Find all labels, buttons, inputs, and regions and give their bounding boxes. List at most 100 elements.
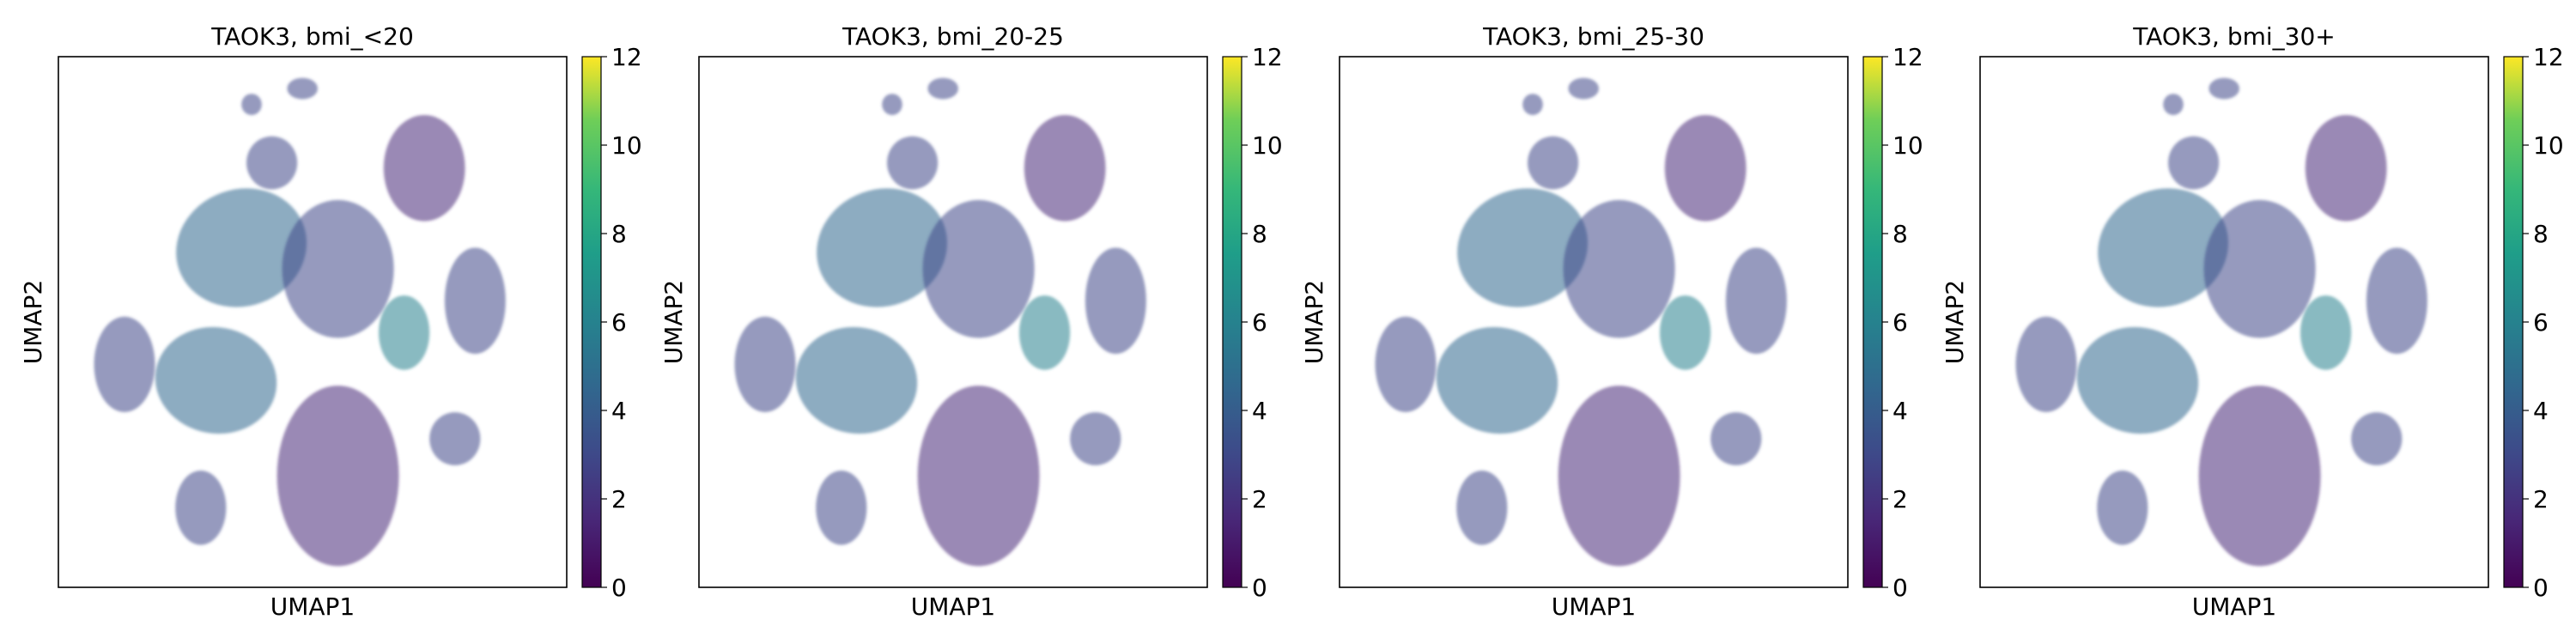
umap-cluster — [2366, 247, 2427, 355]
umap-scatter — [94, 77, 506, 567]
colorbar — [581, 56, 602, 588]
umap-cluster — [282, 199, 394, 338]
umap-cluster — [816, 471, 867, 545]
colorbar-tick-label: 12 — [2533, 43, 2564, 71]
umap-scatter — [2015, 77, 2427, 567]
colorbar-tick-label: 8 — [1893, 220, 1908, 248]
x-axis-label: UMAP1 — [270, 592, 355, 621]
umap-cluster — [2300, 295, 2352, 370]
colorbar-tick-label: 8 — [2533, 220, 2549, 248]
umap-cluster — [2351, 412, 2403, 465]
colorbar-tick-label: 0 — [1893, 574, 1908, 602]
umap-cluster — [1528, 136, 1579, 190]
colorbar-tick-label: 12 — [611, 43, 642, 71]
x-axis-label: UMAP1 — [2192, 592, 2277, 621]
chart-title: TAOK3, bmi_25-30 — [1482, 22, 1704, 51]
umap-cluster — [1558, 386, 1680, 567]
plot-area-frame — [698, 56, 1208, 588]
umap-cluster — [2198, 386, 2321, 567]
umap-cluster — [1660, 295, 1711, 370]
umap-cluster — [817, 188, 948, 307]
umap-cluster — [246, 136, 298, 190]
umap-cluster — [155, 326, 277, 434]
colorbar-tick-label: 10 — [1893, 131, 1923, 160]
umap-cluster — [2305, 115, 2387, 222]
umap-cluster — [927, 77, 958, 100]
umap-cluster — [734, 316, 796, 412]
chart-title: TAOK3, bmi_20-25 — [841, 22, 1064, 51]
y-axis-label: UMAP2 — [1300, 280, 1328, 365]
plot-area-frame — [58, 56, 568, 588]
umap-cluster — [2015, 316, 2077, 412]
chart-panel-1: TAOK3, bmi_<20 UMAP1 UMAP2 0 2 4 6 8 10 12 — [19, 22, 642, 621]
umap-cluster — [917, 386, 1040, 567]
colorbar-tick-label: 0 — [2533, 574, 2549, 602]
colorbar-tick-label: 8 — [1252, 220, 1267, 248]
umap-cluster — [1725, 247, 1787, 355]
colorbar-tick-label: 2 — [1893, 485, 1908, 513]
umap-cluster — [444, 247, 506, 355]
umap-cluster — [1563, 199, 1675, 338]
umap-cluster — [379, 295, 430, 370]
umap-cluster — [2203, 199, 2316, 338]
umap-cluster — [429, 412, 481, 465]
colorbar-tick-label: 6 — [611, 308, 627, 337]
umap-cluster — [887, 136, 939, 190]
colorbar-tick-label: 10 — [611, 131, 642, 160]
umap-cluster — [1436, 326, 1558, 434]
umap-cluster — [241, 94, 262, 115]
y-axis-label: UMAP2 — [659, 280, 688, 365]
colorbar-tick-label: 6 — [2533, 308, 2549, 337]
chart-panel-4: TAOK3, bmi_30+ UMAP1 UMAP2 0 2 4 6 8 10 12 — [1941, 22, 2564, 621]
colorbar-tick-label: 12 — [1893, 43, 1923, 71]
umap-cluster — [1456, 471, 1508, 545]
y-axis-label: UMAP2 — [19, 280, 47, 365]
umap-cluster — [176, 188, 307, 307]
umap-cluster — [1084, 247, 1146, 355]
umap-cluster — [2076, 326, 2199, 434]
umap-cluster — [922, 199, 1035, 338]
umap-cluster — [1664, 115, 1747, 222]
colorbar-tick-label: 2 — [2533, 485, 2549, 513]
colorbar-tick-label: 0 — [611, 574, 627, 602]
colorbar-tick-label: 8 — [611, 220, 627, 248]
umap-cluster — [2097, 471, 2148, 545]
umap-cluster — [1375, 316, 1437, 412]
colorbar-tick-label: 4 — [2533, 397, 2549, 425]
umap-cluster — [1019, 295, 1071, 370]
umap-cluster — [2098, 188, 2229, 307]
umap-cluster — [1457, 188, 1589, 307]
umap-cluster — [94, 316, 155, 412]
umap-cluster — [882, 94, 902, 115]
umap-cluster — [795, 326, 918, 434]
umap-cluster — [1710, 412, 1762, 465]
chart-panel-2: TAOK3, bmi_20-25 UMAP1 UMAP2 0 2 4 6 8 10 12 — [659, 22, 1283, 621]
colorbar-tick-label: 10 — [2533, 131, 2564, 160]
chart-title: TAOK3, bmi_<20 — [210, 22, 414, 51]
colorbar — [2503, 56, 2524, 588]
colorbar-tick-label: 0 — [1252, 574, 1267, 602]
umap-cluster — [1522, 94, 1543, 115]
umap-cluster — [287, 77, 319, 100]
plot-area-frame — [1339, 56, 1849, 588]
umap-cluster — [2208, 77, 2239, 100]
chart-panel-3: TAOK3, bmi_25-30 UMAP1 UMAP2 0 2 4 6 8 10 12 — [1300, 22, 1923, 621]
colorbar-tick-label: 4 — [611, 397, 627, 425]
chart-title: TAOK3, bmi_30+ — [2132, 22, 2336, 51]
colorbar-tick-label: 6 — [1893, 308, 1908, 337]
umap-cluster — [276, 386, 399, 567]
umap-cluster — [2163, 94, 2184, 115]
umap-cluster — [2168, 136, 2220, 190]
umap-cluster — [1024, 115, 1106, 222]
umap-cluster — [1070, 412, 1121, 465]
umap-scatter — [734, 77, 1146, 567]
colorbar-tick-label: 4 — [1252, 397, 1267, 425]
colorbar — [1862, 56, 1883, 588]
colorbar-tick-label: 10 — [1252, 131, 1283, 160]
umap-cluster — [383, 115, 465, 222]
colorbar-tick-label: 6 — [1252, 308, 1267, 337]
colorbar-tick-label: 2 — [611, 485, 627, 513]
x-axis-label: UMAP1 — [1552, 592, 1637, 621]
umap-cluster — [175, 471, 227, 545]
